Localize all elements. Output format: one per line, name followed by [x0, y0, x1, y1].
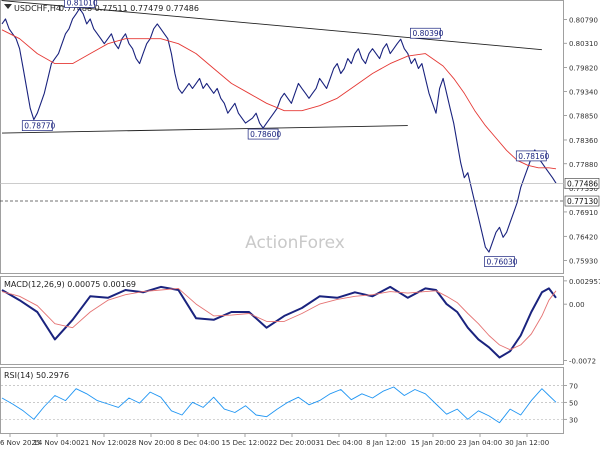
last-price-label: 0.77486 — [567, 179, 598, 188]
price-tick-label: 0.80790 — [569, 16, 598, 24]
macd-panel-frame — [0, 276, 564, 365]
price-annotations: 0.81010 0.78770 0.78600 0.80390 0.78160 0.760… — [21, 0, 550, 267]
level-annotation-box — [21, 120, 53, 131]
level-annotation-label: 0.78770 — [24, 122, 55, 131]
level-annotation-box — [484, 256, 515, 267]
rsi-tick-label: 30 — [569, 416, 578, 424]
price-tick-label: 0.76910 — [569, 209, 598, 217]
price-tick-label: 0.79340 — [569, 88, 598, 96]
time-tick-label: 6 Nov 2025 — [0, 439, 40, 447]
macd-tick-label: 0.002957 — [569, 278, 600, 286]
level-annotation-label: 0.78600 — [250, 130, 281, 139]
rsi-series — [1, 386, 557, 424]
time-tick-label: 14 Nov 04:00 — [33, 439, 80, 447]
ohlc-readout: 0.77488 0.77511 0.77479 0.77486 — [59, 4, 199, 13]
macd-label: MACD(12,26,9) 0.00075 0.00169 — [4, 280, 136, 289]
macd-axis: 0.002957 0.00 -0.0072 — [564, 278, 600, 366]
time-tick-label: 31 Dec 04:00 — [315, 439, 362, 447]
macd-tick-label: -0.0072 — [569, 358, 596, 366]
price-tick-label: 0.78360 — [569, 137, 598, 145]
signal-line — [1, 287, 557, 351]
level-annotation-box — [247, 128, 279, 140]
rsi-line — [1, 386, 557, 424]
level-annotation-label: 0.78160 — [518, 152, 549, 161]
price-tick-label: 0.78850 — [569, 113, 598, 121]
level-annotation-box — [410, 27, 441, 39]
time-tick-label: 15 Jan 20:00 — [411, 439, 455, 447]
rsi-tick-label: 70 — [569, 382, 578, 390]
time-tick-label: 15 Dec 12:00 — [221, 439, 268, 447]
moving-average-line — [1, 29, 557, 170]
support-label-box — [564, 195, 600, 207]
price-series — [1, 7, 557, 253]
price-axis: 0.80790 0.80310 0.79820 0.79340 0.78850 0.783… — [564, 16, 598, 266]
price-tick-label: 0.80310 — [569, 40, 598, 48]
rsi-label: RSI(14) 50.2976 — [4, 371, 69, 380]
price-tick-label: 0.76420 — [569, 233, 598, 241]
time-tick-label: 23 Jan 04:00 — [458, 439, 502, 447]
price-tick-label: 0.75930 — [569, 258, 598, 266]
support-label: 0.77130 — [567, 197, 598, 206]
time-tick-label: 21 Nov 12:00 — [80, 439, 127, 447]
price-line — [1, 7, 557, 253]
macd-line — [1, 285, 557, 359]
time-tick-label: 28 Nov 20:00 — [127, 439, 174, 447]
time-tick-label: 8 Dec 04:00 — [177, 439, 220, 447]
trendline — [1, 125, 408, 134]
rsi-tick-label: 50 — [569, 399, 578, 407]
symbol-label: USDCHF,H4 — [14, 4, 61, 13]
price-tick-label: 0.77880 — [569, 161, 598, 169]
macd-tick-label: 0.00 — [569, 301, 585, 309]
rsi-panel-frame — [0, 367, 564, 434]
macd-series — [1, 285, 557, 359]
level-annotation-label: 0.76030 — [487, 258, 518, 267]
last-price-box — [564, 178, 600, 189]
trendline — [1, 0, 542, 51]
price-tick-label: 0.79820 — [569, 65, 598, 73]
trendlines — [1, 0, 542, 134]
symbol-header: USDCHF,H4 0.77488 0.77511 0.77479 0.7748… — [4, 4, 199, 13]
watermark: ActionForex — [245, 233, 345, 253]
price-tick-label: 0.77390 — [569, 185, 598, 193]
collapse-triangle-icon — [4, 4, 12, 9]
level-annotation-box — [64, 0, 95, 8]
level-annotation-label: 0.80390 — [412, 29, 443, 38]
price-panel-frame — [0, 0, 564, 274]
time-tick-label: 22 Dec 20:00 — [268, 439, 315, 447]
time-tick-label: 8 Jan 12:00 — [366, 439, 406, 447]
rsi-axis: 70 50 30 — [1, 382, 578, 424]
time-tick-label: 30 Jan 12:00 — [505, 439, 549, 447]
last-price-marker: 0.77486 — [0, 178, 600, 189]
level-annotation-box — [515, 150, 547, 162]
level-annotation-label: 0.81010 — [67, 0, 98, 7]
support-line: 0.77130 — [0, 195, 600, 207]
